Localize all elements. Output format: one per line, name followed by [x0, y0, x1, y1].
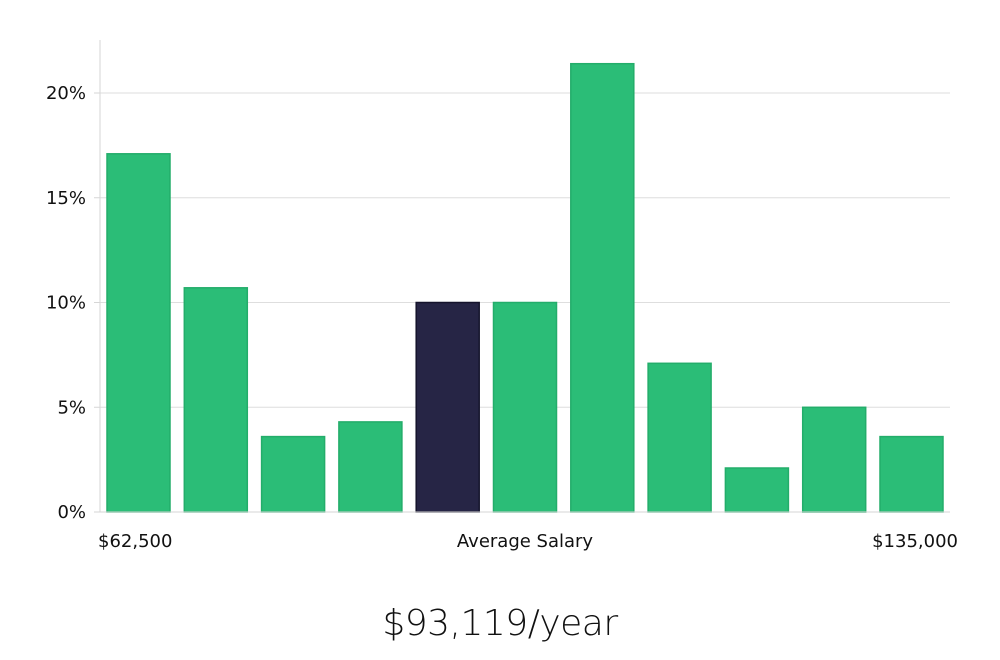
- bar: [647, 362, 712, 513]
- y-tick-label: 0%: [57, 502, 86, 523]
- bar: [570, 62, 635, 513]
- x-label-average: Average Salary: [457, 531, 594, 552]
- y-tick-label: 5%: [57, 397, 86, 418]
- bars: [106, 62, 944, 513]
- bar: [106, 153, 171, 513]
- bar: [492, 301, 558, 513]
- bar: [879, 435, 944, 513]
- bar: [338, 421, 403, 513]
- bar: [183, 287, 249, 513]
- y-tick-label: 20%: [46, 83, 86, 104]
- x-label-max: $135,000: [872, 531, 958, 552]
- y-tick-label: 10%: [46, 293, 86, 314]
- bar: [801, 406, 867, 513]
- x-label-min: $62,500: [98, 531, 172, 552]
- average-salary-value: $93,119/year: [382, 603, 618, 644]
- bar-average-highlight: [415, 301, 480, 513]
- y-tick-labels: 0% 5% 10% 15% 20%: [46, 83, 100, 523]
- salary-histogram: 0% 5% 10% 15% 20% $62,500 Average Salary $13…: [46, 40, 958, 552]
- bar: [724, 467, 790, 513]
- bar: [260, 435, 326, 513]
- y-tick-label: 15%: [46, 188, 86, 209]
